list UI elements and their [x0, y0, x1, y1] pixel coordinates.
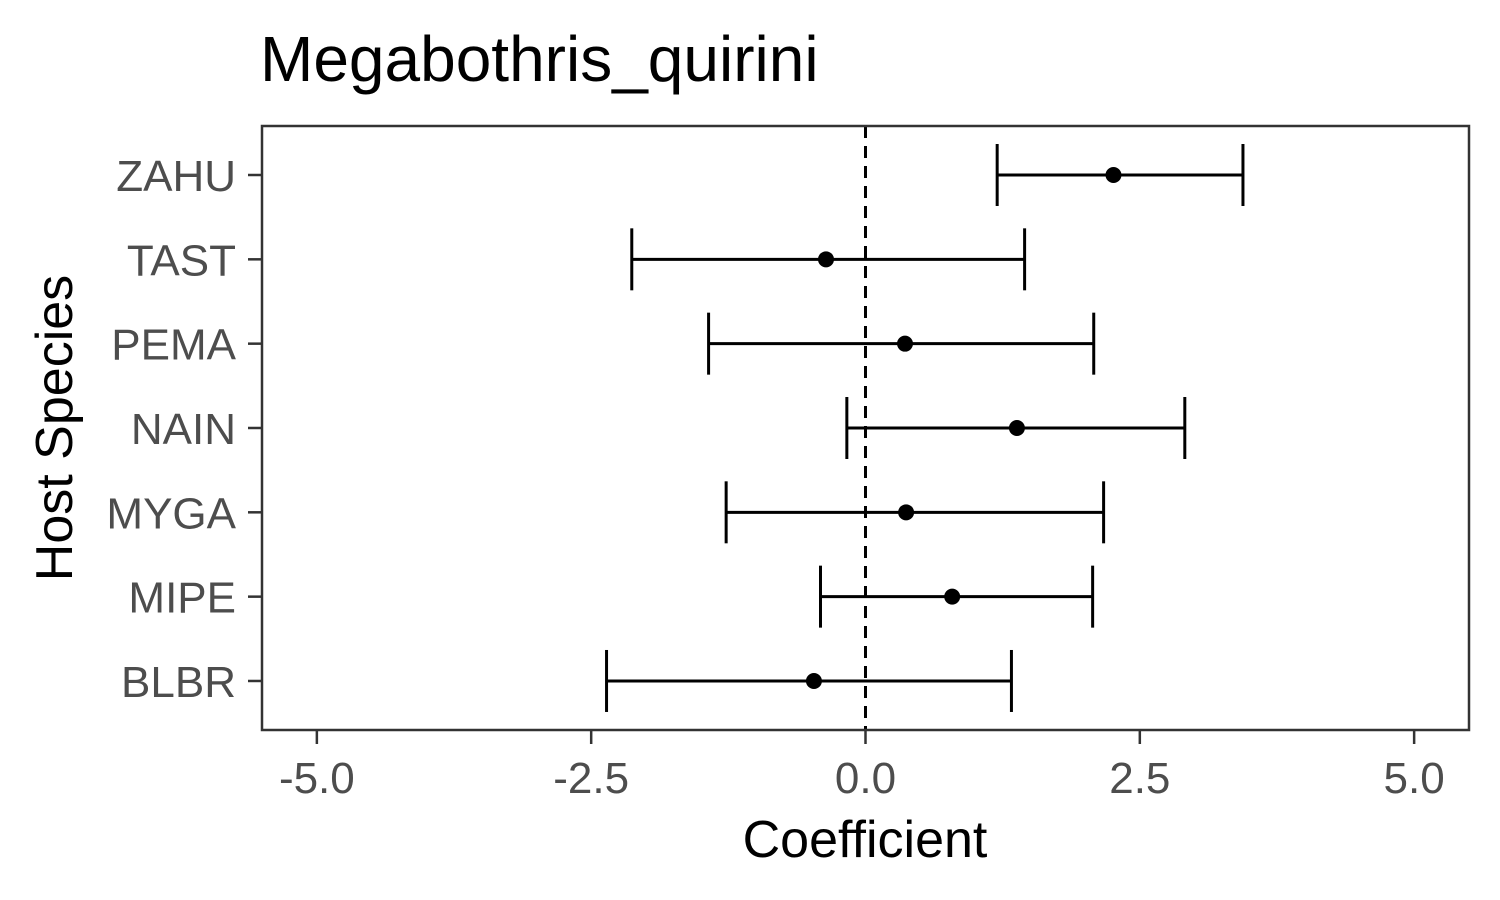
x-axis-title: Coefficient [743, 811, 988, 869]
y-tick-label: MIPE [128, 574, 236, 623]
point-estimate-mipe [944, 588, 961, 605]
y-tick-label: TAST [127, 236, 236, 285]
point-estimate-tast [817, 251, 834, 268]
point-estimate-pema [897, 335, 914, 352]
x-tick-label: -5.0 [279, 754, 355, 803]
point-estimate-blbr [805, 672, 822, 689]
y-tick-label: PEMA [111, 321, 236, 370]
plot-marks [605, 126, 1245, 730]
y-axis-title: Host Species [26, 275, 84, 581]
point-estimate-nain [1008, 419, 1025, 436]
x-tick-label: 5.0 [1384, 754, 1445, 803]
y-tick-label: BLBR [121, 658, 236, 707]
x-axis: -5.0 -2.5 0.0 2.5 5.0 [279, 730, 1445, 803]
y-tick-label: MYGA [106, 489, 236, 538]
y-tick-label: ZAHU [116, 152, 236, 201]
x-tick-label: 2.5 [1109, 754, 1170, 803]
point-estimate-zahu [1105, 167, 1122, 183]
point-estimate-myga [898, 504, 915, 521]
y-tick-label: NAIN [131, 405, 236, 454]
chart-title: Megabothris_quirini [260, 23, 819, 95]
y-axis: BLBR MIPE MYGA NAIN PEMA TAST ZAHU [106, 152, 262, 707]
x-tick-label: 0.0 [835, 754, 896, 803]
x-tick-label: -2.5 [553, 754, 629, 803]
